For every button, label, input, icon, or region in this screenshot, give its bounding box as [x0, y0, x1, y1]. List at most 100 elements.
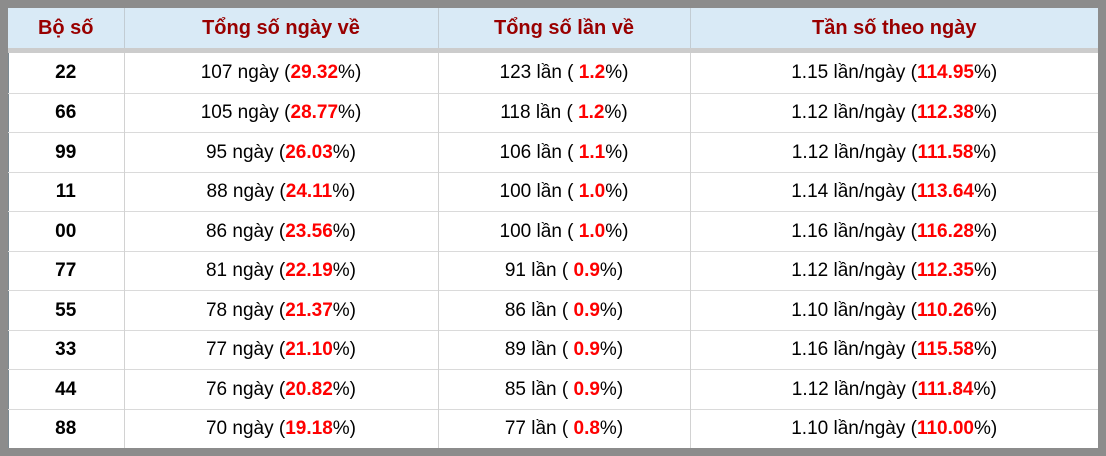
times-cell: 85 lần ( 0.9%) — [437, 369, 690, 410]
cell-text: 81 ngày ( — [205, 260, 286, 282]
cell-text: 123 lần ( — [499, 61, 579, 83]
cell-percent-highlight: 112.35 — [916, 260, 975, 282]
cell-percent-highlight: 1.1 — [578, 141, 606, 163]
cell-percent-highlight: 1.2 — [578, 102, 605, 124]
freq-cell: 1.12 lần/ngày (111.84%) — [689, 369, 1098, 410]
cell-text: %) — [974, 220, 998, 242]
cell-percent-highlight: 112.38 — [916, 102, 975, 124]
cell-text: 76 ngày ( — [205, 378, 286, 400]
freq-cell: 1.14 lần/ngày (113.64%) — [689, 171, 1098, 212]
cell-percent-highlight: 21.10 — [285, 339, 333, 361]
days-cell: 77 ngày (21.10%) — [123, 329, 438, 370]
times-cell: 118 lần ( 1.2%) — [437, 92, 690, 133]
cell-text: %) — [599, 378, 624, 400]
days-cell: 107 ngày (29.32%) — [123, 50, 438, 94]
cell-text: %) — [599, 417, 624, 439]
cell-text: %) — [599, 260, 624, 282]
cell-text: 106 lần ( — [499, 141, 579, 163]
cell-text: %) — [974, 102, 998, 124]
cell-text: 1.14 lần/ngày ( — [791, 181, 917, 203]
freq-cell: 1.12 lần/ngày (112.38%) — [689, 92, 1098, 133]
times-cell: 86 lần ( 0.9%) — [437, 290, 690, 331]
times-cell: 106 lần ( 1.1%) — [437, 132, 690, 173]
table-row: 00 86 ngày (23.56%) 100 lần ( 1.0%) 1.16 lầ… — [8, 211, 1098, 252]
cell-percent-highlight: 0.8 — [573, 417, 600, 439]
cell-text: 91 lần ( — [504, 260, 574, 282]
cell-text: %) — [599, 299, 624, 321]
cell-text: %) — [974, 417, 998, 439]
cell-percent-highlight: 24.11 — [285, 181, 333, 203]
pair-cell: 11 — [8, 171, 124, 212]
cell-percent-highlight: 1.2 — [578, 61, 606, 83]
pair-cell: 99 — [8, 132, 124, 173]
cell-text: 78 ngày ( — [205, 299, 286, 321]
cell-text: %) — [332, 260, 356, 282]
freq-cell: 1.16 lần/ngày (116.28%) — [689, 211, 1098, 252]
cell-text: %) — [605, 220, 629, 242]
cell-text: %) — [332, 299, 356, 321]
cell-percent-highlight: 113.64 — [916, 181, 975, 203]
cell-percent-highlight: 20.82 — [285, 378, 333, 400]
times-cell: 91 lần ( 0.9%) — [437, 250, 690, 291]
cell-text: 95 ngày ( — [205, 141, 286, 163]
cell-percent-highlight: 1.0 — [578, 181, 606, 203]
cell-percent-highlight: 0.9 — [573, 339, 600, 361]
times-cell: 100 lần ( 1.0%) — [437, 171, 690, 212]
times-cell: 100 lần ( 1.0%) — [437, 211, 690, 252]
cell-text: 1.10 lần/ngày ( — [791, 417, 917, 439]
table-row: 22 107 ngày (29.32%) 123 lần ( 1.2%) 1.15 l… — [8, 50, 1098, 94]
column-header-pair: Bộ số — [8, 8, 124, 53]
cell-text: 118 lần ( — [500, 102, 579, 124]
cell-text: 88 ngày ( — [206, 181, 286, 203]
freq-cell: 1.16 lần/ngày (115.58%) — [689, 329, 1098, 370]
cell-text: 85 lần ( — [504, 378, 574, 400]
cell-text: %) — [974, 260, 998, 282]
cell-text: 1.12 lần/ngày ( — [791, 260, 917, 282]
days-cell: 78 ngày (21.37%) — [123, 290, 438, 331]
table-body: 22 107 ngày (29.32%) 123 lần ( 1.2%) 1.15 l… — [8, 50, 1098, 448]
table-row: 44 76 ngày (20.82%) 85 lần ( 0.9%) 1.12 lần… — [8, 369, 1098, 410]
cell-percent-highlight: 0.9 — [573, 378, 600, 400]
cell-text: 1.12 lần/ngày ( — [791, 102, 917, 124]
cell-text: %) — [332, 181, 356, 203]
days-cell: 86 ngày (23.56%) — [123, 211, 438, 252]
freq-cell: 1.12 lần/ngày (112.35%) — [689, 250, 1098, 291]
cell-text: 1.10 lần/ngày ( — [791, 299, 917, 321]
cell-text: 100 lần ( — [499, 220, 579, 242]
times-cell: 89 lần ( 0.9%) — [437, 329, 690, 370]
cell-text: %) — [332, 141, 356, 163]
cell-text: 86 lần ( — [504, 299, 574, 321]
table-header: Bộ số Tổng số ngày về Tổng số lần về Tần… — [8, 8, 1098, 53]
cell-percent-highlight: 26.03 — [285, 141, 333, 163]
cell-text: %) — [974, 299, 998, 321]
table-row: 55 78 ngày (21.37%) 86 lần ( 0.9%) 1.10 lần… — [8, 290, 1098, 331]
cell-percent-highlight: 23.56 — [285, 220, 333, 242]
days-cell: 76 ngày (20.82%) — [123, 369, 438, 410]
cell-text: 105 ngày ( — [200, 102, 291, 124]
table-row: 11 88 ngày (24.11%) 100 lần ( 1.0%) 1.14 lầ… — [8, 171, 1098, 212]
cell-text: 1.16 lần/ngày ( — [791, 220, 917, 242]
cell-text: 1.12 lần/ngày ( — [791, 141, 918, 163]
column-header-total-days: Tổng số ngày về — [123, 8, 438, 53]
cell-percent-highlight: 110.26 — [916, 299, 975, 321]
cell-percent-highlight: 28.77 — [290, 102, 339, 124]
cell-percent-highlight: 114.95 — [916, 61, 975, 83]
cell-percent-highlight: 19.18 — [285, 417, 333, 439]
cell-text: %) — [973, 141, 997, 163]
cell-text: %) — [332, 220, 356, 242]
cell-text: %) — [605, 141, 629, 163]
days-cell: 70 ngày (19.18%) — [123, 408, 438, 448]
days-cell: 81 ngày (22.19%) — [123, 250, 438, 291]
table-row: 88 70 ngày (19.18%) 77 lần ( 0.8%) 1.10 lần… — [8, 408, 1098, 448]
cell-text: %) — [605, 181, 629, 203]
freq-cell: 1.10 lần/ngày (110.00%) — [689, 408, 1098, 448]
pair-cell: 66 — [8, 92, 124, 133]
times-cell: 77 lần ( 0.8%) — [437, 408, 690, 448]
pair-cell: 33 — [8, 329, 124, 370]
cell-percent-highlight: 29.32 — [290, 61, 339, 83]
cell-text: %) — [332, 339, 356, 361]
times-cell: 123 lần ( 1.2%) — [437, 50, 690, 94]
cell-text: %) — [338, 61, 362, 83]
pair-cell: 00 — [8, 211, 124, 252]
